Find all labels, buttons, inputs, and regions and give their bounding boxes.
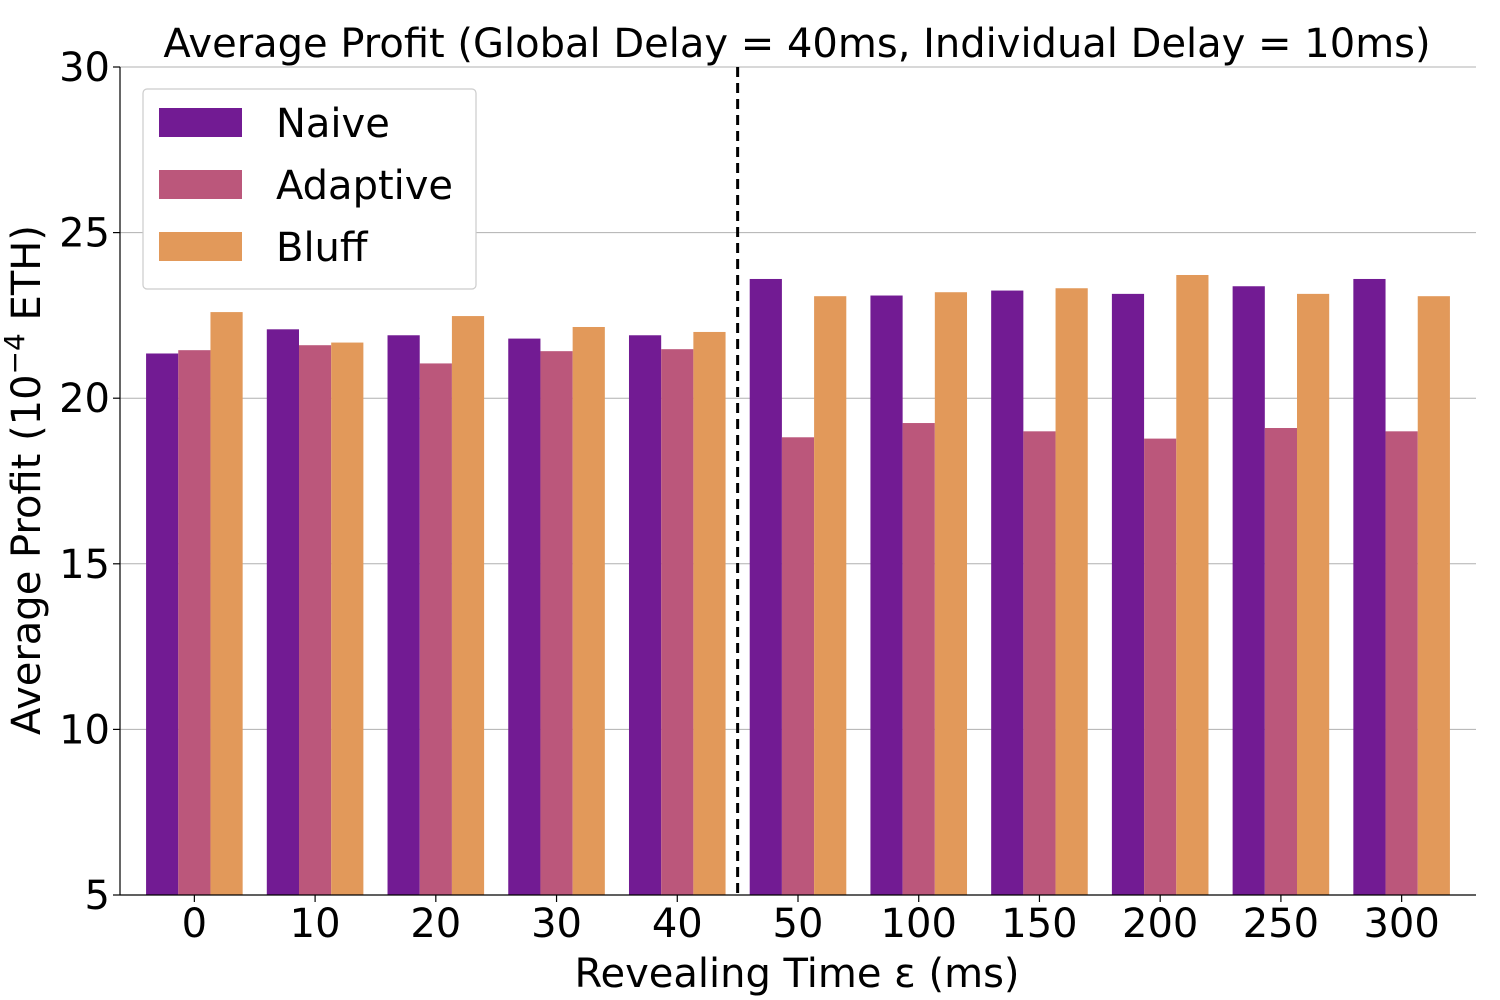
chart-title: Average Profit (Global Delay = 40ms, Ind… bbox=[163, 21, 1430, 67]
bar-naive-10 bbox=[266, 329, 299, 895]
bar-bluff-40 bbox=[693, 331, 726, 896]
x-tick-label: 0 bbox=[182, 901, 207, 947]
bar-adaptive-250 bbox=[1264, 428, 1298, 895]
bar-adaptive-30 bbox=[540, 351, 573, 896]
bar-naive-150 bbox=[991, 290, 1024, 895]
x-tick-label: 150 bbox=[1001, 901, 1077, 947]
x-tick-label: 300 bbox=[1363, 901, 1439, 947]
bar-naive-0 bbox=[146, 353, 179, 895]
bar-bluff-200 bbox=[1176, 274, 1209, 895]
bar-adaptive-10 bbox=[298, 345, 332, 895]
legend-label-naive: Naive bbox=[276, 101, 390, 147]
bar-naive-200 bbox=[1111, 293, 1145, 895]
bar-naive-300 bbox=[1353, 278, 1386, 895]
bar-adaptive-100 bbox=[902, 423, 935, 895]
bar-bluff-0 bbox=[210, 312, 243, 895]
bar-adaptive-0 bbox=[178, 350, 211, 895]
bar-naive-20 bbox=[387, 335, 420, 896]
bar-naive-40 bbox=[628, 335, 662, 896]
legend-swatch-adaptive bbox=[159, 170, 242, 199]
bar-adaptive-50 bbox=[781, 437, 815, 895]
bar-naive-100 bbox=[870, 295, 903, 895]
bar-naive-30 bbox=[508, 338, 541, 896]
y-tick-label: 5 bbox=[85, 873, 110, 919]
legend-swatch-naive bbox=[159, 108, 242, 137]
x-tick-label: 200 bbox=[1122, 901, 1198, 947]
y-tick-label: 30 bbox=[59, 45, 110, 91]
bar-bluff-10 bbox=[331, 342, 364, 895]
bar-naive-250 bbox=[1232, 286, 1265, 895]
bar-adaptive-20 bbox=[419, 363, 452, 895]
y-axis-label-unit: ETH) bbox=[4, 225, 50, 333]
y-axis-label: Average Profit (10−4 ETH) bbox=[0, 225, 50, 735]
bar-adaptive-150 bbox=[1023, 431, 1056, 895]
legend-label-adaptive: Adaptive bbox=[276, 163, 453, 209]
y-tick-label: 25 bbox=[59, 211, 110, 257]
bar-bluff-30 bbox=[572, 326, 605, 895]
bar-naive-50 bbox=[749, 278, 782, 895]
x-tick-label: 50 bbox=[773, 901, 824, 947]
y-axis-label-main: Average Profit (10 bbox=[4, 374, 50, 735]
y-tick-label: 10 bbox=[59, 707, 110, 753]
legend-swatch-bluff bbox=[159, 232, 242, 261]
legend-label-bluff: Bluff bbox=[276, 225, 369, 271]
bar-adaptive-40 bbox=[661, 349, 694, 896]
bar-bluff-250 bbox=[1297, 293, 1330, 895]
y-tick-label: 20 bbox=[59, 376, 110, 422]
x-tick-label: 20 bbox=[410, 901, 461, 947]
bar-bluff-150 bbox=[1055, 288, 1088, 896]
y-axis-label-exponent: −4 bbox=[0, 333, 31, 374]
y-tick-label: 15 bbox=[59, 542, 110, 588]
x-axis-label: Revealing Time ε (ms) bbox=[574, 951, 1019, 997]
bar-adaptive-200 bbox=[1144, 438, 1177, 895]
x-tick-label: 10 bbox=[290, 901, 341, 947]
x-tick-label: 40 bbox=[652, 901, 703, 947]
legend: Naive Adaptive Bluff bbox=[142, 88, 477, 290]
x-tick-label: 250 bbox=[1243, 901, 1319, 947]
bar-bluff-50 bbox=[814, 296, 847, 895]
bar-bluff-20 bbox=[451, 316, 485, 896]
bars-group bbox=[146, 274, 1450, 896]
x-ticks: 0 10 20 30 40 50 100 150 200 250 300 bbox=[182, 895, 1440, 947]
bar-bluff-100 bbox=[934, 292, 968, 895]
x-tick-label: 100 bbox=[881, 901, 957, 947]
bar-bluff-300 bbox=[1417, 296, 1450, 895]
y-ticks: 5 10 15 20 25 30 bbox=[59, 45, 120, 919]
x-tick-label: 30 bbox=[531, 901, 582, 947]
bar-adaptive-300 bbox=[1385, 431, 1418, 895]
